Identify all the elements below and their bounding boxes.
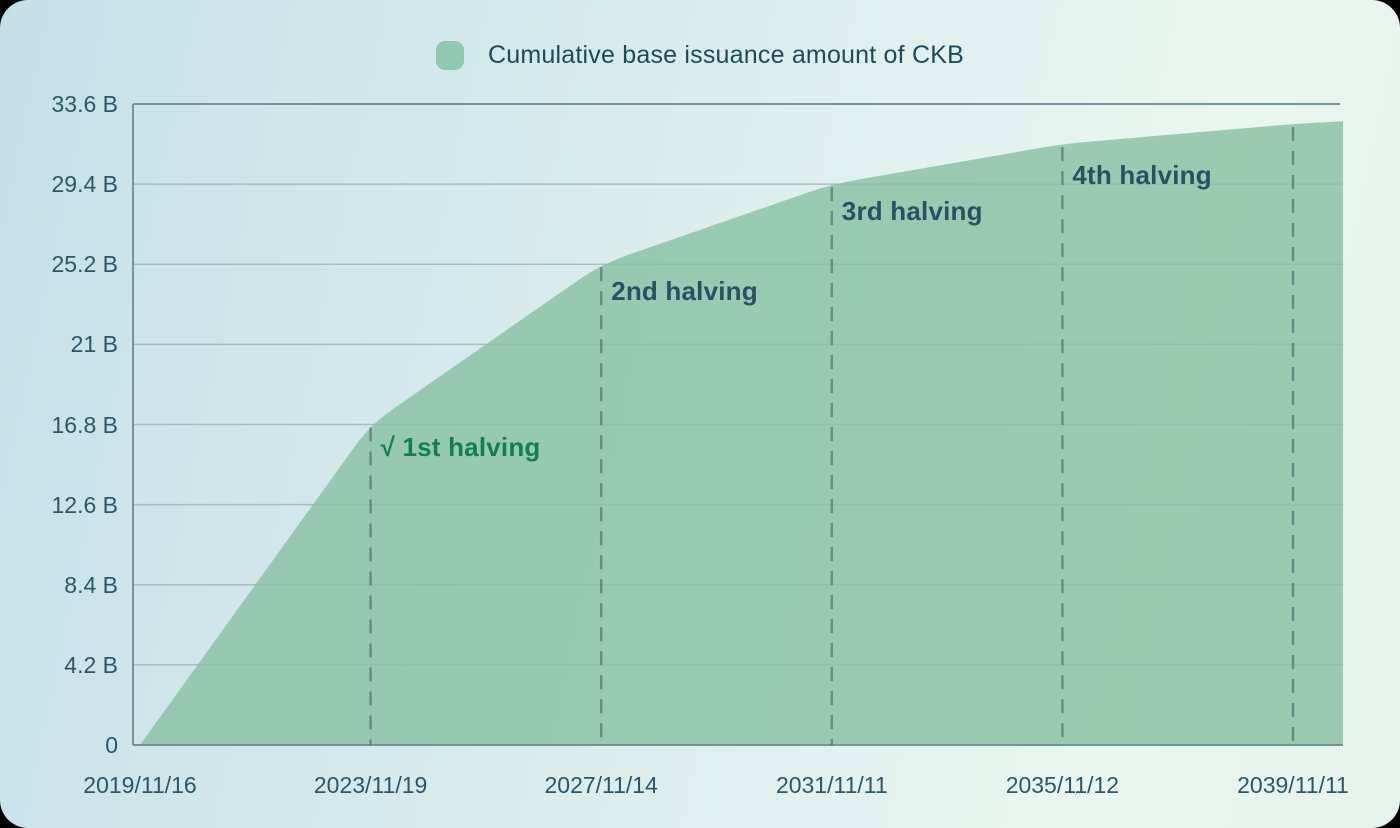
y-axis-tick-label: 12.6 B: [51, 491, 119, 518]
x-axis-tick-label: 2027/11/14: [544, 772, 658, 798]
x-axis-tick-label: 2035/11/12: [1005, 772, 1120, 798]
x-axis-tick-label: 2031/11/11: [775, 772, 888, 798]
y-axis-tick-label: 0: [105, 732, 118, 758]
legend-label: Cumulative base issuance amount of CKB: [488, 41, 964, 69]
annotation-3rd-halving: 3rd halving: [841, 195, 983, 226]
chart-legend[interactable]: Cumulative base issuance amount of CKB: [0, 40, 1400, 70]
annotation-2nd-halving: 2nd halving: [611, 275, 758, 306]
legend-swatch-icon: [436, 40, 465, 70]
y-axis-tick-label: 4.2 B: [64, 651, 118, 678]
y-axis-tick-label: 25.2 B: [51, 251, 119, 278]
y-axis-tick-label: 21 B: [70, 331, 118, 358]
y-axis-tick-label: 16.8 B: [51, 411, 119, 438]
x-axis-tick-label: 2039/11/11: [1237, 772, 1349, 798]
x-axis-tick-label: 2023/11/19: [313, 772, 428, 798]
y-axis-tick-label: 33.6 B: [51, 91, 119, 117]
x-axis-tick-label: 2019/11/16: [83, 772, 197, 798]
issuance-area: [140, 121, 1343, 745]
annotation-1st-halving: √ 1st halving: [380, 432, 541, 463]
y-axis-tick-label: 8.4 B: [64, 571, 118, 598]
y-axis-tick-label: 29.4 B: [51, 171, 119, 198]
annotation-4th-halving: 4th halving: [1072, 159, 1212, 190]
